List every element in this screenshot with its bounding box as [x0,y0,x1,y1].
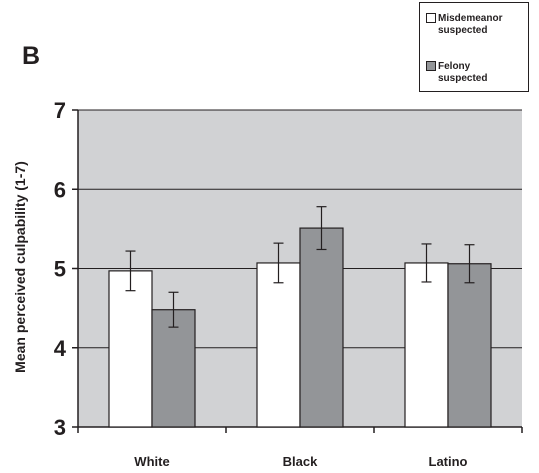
legend-label-line2: suspected [438,25,488,36]
legend-label-line2: suspected [438,73,488,84]
panel-label: B [22,42,41,70]
y-tick-label: 4 [54,336,67,361]
y-tick-label: 7 [54,98,66,123]
legend-label-line1: Felony [438,61,471,72]
y-tick-label: 5 [54,257,66,282]
legend-item-misdemeanor: Misdemeanor suspected [426,13,502,37]
y-tick-label: 3 [54,415,66,440]
y-axis-label: Mean perceived culpability (1-7) [12,161,28,373]
bar [447,263,492,428]
legend-label-line1: Misdemeanor [438,13,503,24]
x-tick-label: Black [283,454,318,469]
x-tick-label: Latino [429,454,468,469]
legend-swatch-misdemeanor [426,13,436,23]
bar [256,262,301,428]
legend-swatch-felony [426,61,436,71]
y-tick-label: 6 [54,177,66,202]
bar [404,262,449,428]
legend-item-felony: Felony suspected [426,61,487,85]
bar [299,227,344,428]
legend: Misdemeanor suspected Felony suspected [419,2,529,92]
x-tick-label: White [134,454,169,469]
bar [108,270,153,428]
bar [151,309,196,428]
